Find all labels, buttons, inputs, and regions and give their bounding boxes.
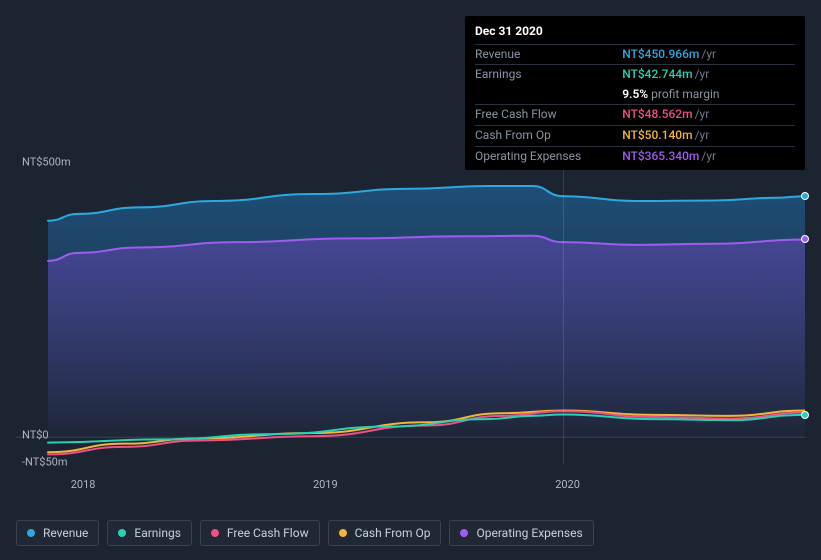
y-axis-label-max: NT$500m bbox=[22, 156, 71, 169]
legend-item-revenue[interactable]: Revenue bbox=[16, 520, 99, 546]
legend-item-label: Revenue bbox=[43, 526, 88, 540]
chart-area: NT$500m NT$0 -NT$50m bbox=[16, 150, 805, 470]
series-end-marker bbox=[801, 192, 809, 200]
tooltip-row-label: Revenue bbox=[475, 44, 622, 65]
tooltip-row-value: NT$42.744m/yr bbox=[622, 65, 795, 85]
legend-dot-icon bbox=[211, 529, 219, 537]
tooltip-table: RevenueNT$450.966m/yrEarningsNT$42.744m/… bbox=[475, 44, 795, 167]
chart-tooltip: Dec 31 2020 RevenueNT$450.966m/yrEarning… bbox=[465, 16, 805, 170]
chart-legend: Revenue Earnings Free Cash Flow Cash From O… bbox=[16, 520, 594, 546]
series-end-marker bbox=[801, 411, 809, 419]
legend-item-label: Cash From Op bbox=[355, 526, 431, 540]
legend-item-label: Operating Expenses bbox=[476, 526, 582, 540]
tooltip-row-subvalue: 9.5%profit margin bbox=[622, 85, 795, 105]
legend-item-earnings[interactable]: Earnings bbox=[107, 520, 192, 546]
legend-item-label: Free Cash Flow bbox=[227, 526, 309, 540]
tooltip-row-label: Cash From Op bbox=[475, 125, 622, 146]
tooltip-row-value: NT$450.966m/yr bbox=[622, 44, 795, 65]
tooltip-date: Dec 31 2020 bbox=[475, 22, 795, 44]
legend-item-label: Earnings bbox=[134, 526, 181, 540]
tooltip-row-value: NT$50.140m/yr bbox=[622, 125, 795, 146]
chart-hover-guide bbox=[563, 170, 564, 464]
legend-dot-icon bbox=[339, 529, 347, 537]
legend-item-cashop[interactable]: Cash From Op bbox=[328, 520, 442, 546]
legend-dot-icon bbox=[118, 529, 126, 537]
tooltip-row-value: NT$48.562m/yr bbox=[622, 105, 795, 126]
tooltip-row-label: Earnings bbox=[475, 65, 622, 85]
x-axis-tick: 2019 bbox=[313, 478, 338, 491]
legend-dot-icon bbox=[27, 529, 35, 537]
legend-dot-icon bbox=[460, 529, 468, 537]
series-end-marker bbox=[801, 235, 809, 243]
x-axis-tick: 2018 bbox=[71, 478, 96, 491]
legend-item-fcf[interactable]: Free Cash Flow bbox=[200, 520, 320, 546]
tooltip-row-label: Free Cash Flow bbox=[475, 105, 622, 126]
x-axis: 2018 2019 2020 bbox=[16, 478, 805, 498]
x-axis-tick: 2020 bbox=[555, 478, 580, 491]
chart-plot[interactable] bbox=[16, 170, 805, 464]
legend-item-opex[interactable]: Operating Expenses bbox=[449, 520, 593, 546]
